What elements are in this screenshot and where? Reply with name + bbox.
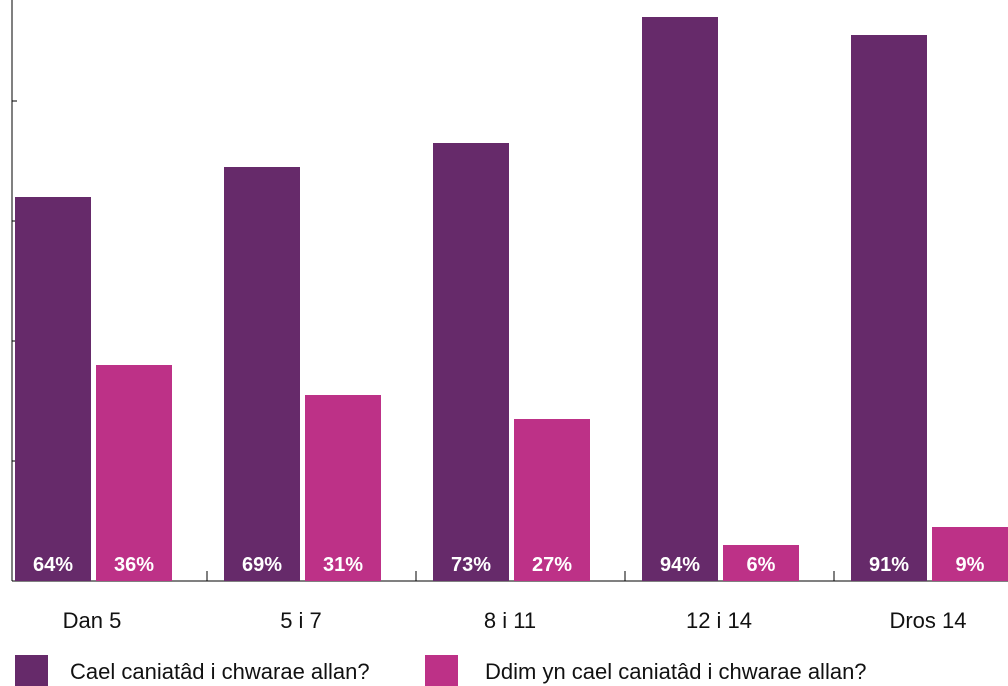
bars [15,17,1008,581]
legend-label: Cael caniatâd i chwarae allan? [70,659,370,684]
data-label: 9% [956,554,985,576]
data-label: 36% [114,554,154,576]
bar-allowed [224,167,300,581]
bar-allowed [433,143,509,581]
bar-not-allowed [723,545,799,581]
data-label: 27% [532,554,572,576]
category-label: 5 i 7 [280,608,322,633]
data-label: 91% [869,554,909,576]
data-label: 6% [747,554,776,576]
data-label: 69% [242,554,282,576]
bar-not-allowed [514,419,590,581]
data-label: 94% [660,554,700,576]
category-label: Dros 14 [889,608,966,633]
legend-swatch [425,655,458,686]
bar-allowed [851,35,927,581]
bar-not-allowed [305,395,381,581]
data-label: 73% [451,554,491,576]
category-label: 8 i 11 [484,608,536,633]
value-labels: 64% 36% 69% 31% 73% 27% 94% 6% 91% 9% [33,554,985,576]
y-axis [11,0,17,581]
bar-allowed [15,197,91,581]
bar-allowed [642,17,718,581]
data-label: 64% [33,554,73,576]
x-axis [12,571,1008,582]
x-axis-ticks [206,571,835,581]
bar-not-allowed [96,365,172,581]
category-label: 12 i 14 [686,608,752,633]
legend: Cael caniatâd i chwarae allan? Ddim yn ca… [15,655,867,686]
data-label: 31% [323,554,363,576]
bar-not-allowed [932,527,1008,581]
legend-label: Ddim yn cael caniatâd i chwarae allan? [485,659,867,684]
category-label: Dan 5 [63,608,122,633]
legend-swatch [15,655,48,686]
category-labels: Dan 5 5 i 7 8 i 11 12 i 14 Dros 14 [63,608,967,633]
